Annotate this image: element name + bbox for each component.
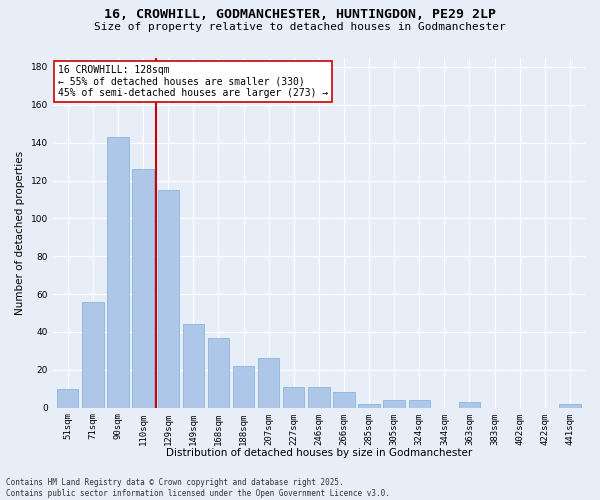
Bar (182, 324, 204, 407)
Bar (82, 302, 104, 408)
Bar (283, 387, 304, 407)
Bar (133, 169, 154, 408)
Text: 16, CROWHILL, GODMANCHESTER, HUNTINGDON, PE29 2LP: 16, CROWHILL, GODMANCHESTER, HUNTINGDON,… (104, 8, 496, 20)
Bar (559, 404, 581, 407)
Bar (208, 338, 229, 407)
Bar (358, 404, 380, 407)
Bar (57, 388, 79, 407)
Bar (258, 358, 279, 408)
X-axis label: Distribution of detached houses by size in Godmanchester: Distribution of detached houses by size … (166, 448, 472, 458)
Text: Size of property relative to detached houses in Godmanchester: Size of property relative to detached ho… (94, 22, 506, 32)
Bar (233, 366, 254, 408)
Bar (333, 392, 355, 407)
Bar (459, 402, 480, 407)
Bar (308, 387, 329, 407)
Bar (383, 400, 405, 407)
Bar (107, 137, 128, 407)
Text: Contains HM Land Registry data © Crown copyright and database right 2025.
Contai: Contains HM Land Registry data © Crown c… (6, 478, 390, 498)
Y-axis label: Number of detached properties: Number of detached properties (15, 150, 25, 314)
Bar (409, 400, 430, 407)
Bar (158, 190, 179, 408)
Text: 16 CROWHILL: 128sqm
← 55% of detached houses are smaller (330)
45% of semi-detac: 16 CROWHILL: 128sqm ← 55% of detached ho… (58, 65, 328, 98)
